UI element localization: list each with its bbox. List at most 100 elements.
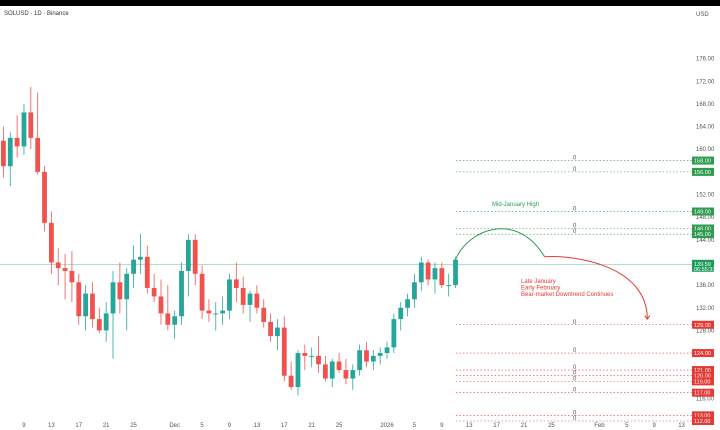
candle-body xyxy=(48,222,54,263)
price-tag xyxy=(692,224,714,233)
current-price-tag xyxy=(692,259,714,272)
level-marker: 0 xyxy=(573,229,577,235)
level-marker: 0 xyxy=(573,371,577,377)
price-tick: 128.00 xyxy=(696,328,715,334)
candle-body xyxy=(309,355,315,357)
candle-body xyxy=(158,296,164,314)
candle-body xyxy=(247,293,253,305)
annotation-low-line: Late January xyxy=(521,279,556,285)
candle-body xyxy=(261,307,267,322)
level-marker: 0 xyxy=(573,156,577,162)
candle-body xyxy=(275,327,280,337)
price-tag-value: 117.00 xyxy=(694,391,710,397)
price-tag xyxy=(692,366,714,375)
time-tick: 25 xyxy=(336,423,343,429)
price-tag xyxy=(692,349,714,358)
candles xyxy=(1,86,458,396)
price-tag-value: 145.00 xyxy=(694,232,711,238)
candle-body xyxy=(220,310,226,314)
candle-body xyxy=(83,293,89,317)
price-tick: 144.00 xyxy=(696,238,715,244)
candle-body xyxy=(254,293,260,308)
time-tick: 13 xyxy=(48,423,55,429)
candle-body xyxy=(90,293,95,320)
time-tick: 21 xyxy=(521,423,528,429)
price-tag-value: 121.00 xyxy=(694,368,711,374)
time-tick: 9 xyxy=(440,423,444,429)
candle-body xyxy=(418,262,424,283)
time-tick: 9 xyxy=(228,423,232,429)
time-tick: 13 xyxy=(678,423,685,429)
candle-body xyxy=(138,256,143,260)
candle-body xyxy=(69,270,75,283)
candle-body xyxy=(425,262,431,280)
candle-body xyxy=(206,310,212,314)
time-tick: Dec xyxy=(169,423,180,429)
candle-body xyxy=(179,270,184,317)
candle-body xyxy=(14,137,20,147)
price-axis[interactable]: USD 176.00 172.00 168.00 164.00 160.00 156.00 1… xyxy=(692,12,715,425)
countdown-value: 06:55:33 xyxy=(694,267,715,273)
time-tick: 21 xyxy=(103,423,110,429)
price-tag-value: 149.00 xyxy=(694,210,711,216)
candle-body xyxy=(322,364,328,379)
candle-body xyxy=(151,287,157,297)
currency-label: USD xyxy=(696,12,709,18)
candle-body xyxy=(165,313,171,325)
candle-body xyxy=(144,256,150,288)
candle-body xyxy=(343,370,349,379)
level-marker: 0 xyxy=(573,365,577,371)
candle-body xyxy=(233,279,239,288)
candle-body xyxy=(439,268,445,286)
candle-body xyxy=(446,285,452,287)
projection-arrow-head xyxy=(644,315,651,320)
level-marker: 0 xyxy=(573,320,577,326)
candle-body xyxy=(453,259,458,286)
time-axis[interactable]: 9 13 17 21 25 Dec 5 9 13 17 21 25 2026 5 9 13 17 21 25 Feb 5… xyxy=(22,423,685,429)
price-tag xyxy=(692,417,714,425)
candle-body xyxy=(1,140,6,167)
price-tick: 172.00 xyxy=(696,79,715,85)
candle-body xyxy=(213,313,219,315)
candle-body xyxy=(384,347,390,354)
candle-body xyxy=(110,282,116,314)
price-tag-value: 112.00 xyxy=(694,419,710,425)
time-tick: 21 xyxy=(308,423,315,429)
time-tick: 25 xyxy=(130,423,137,429)
time-tick: Feb xyxy=(594,423,605,429)
price-tick: 160.00 xyxy=(696,147,715,153)
annotation-low-line: Bear-market Downtrend Continues xyxy=(521,292,613,298)
candle-body xyxy=(432,268,438,280)
price-tick: 152.00 xyxy=(696,193,715,199)
candle-body xyxy=(295,353,301,388)
candle-body xyxy=(21,112,27,147)
price-tag-value: 120.00 xyxy=(694,374,711,380)
price-tag-value: 119.00 xyxy=(694,379,710,385)
candle-body xyxy=(240,287,246,305)
candle-body xyxy=(117,282,123,300)
current-price-value: 139.59 xyxy=(694,262,711,268)
candle-body xyxy=(55,262,61,269)
level-marker: 0 xyxy=(573,207,577,213)
candle-body xyxy=(42,171,47,223)
price-tick: 132.00 xyxy=(696,306,715,312)
candle-body xyxy=(28,112,34,138)
price-tag xyxy=(692,377,714,386)
candle-body xyxy=(281,327,287,376)
candle-body xyxy=(357,350,363,371)
candle-body xyxy=(185,239,191,271)
time-tick: 5 xyxy=(200,423,204,429)
level-marker: 0 xyxy=(573,388,577,394)
candle-body xyxy=(35,137,41,172)
price-tick: 136.00 xyxy=(696,283,715,289)
time-tick: 5 xyxy=(413,423,417,429)
annotation-high: Mid-January High xyxy=(492,202,539,208)
price-tick: 164.00 xyxy=(696,125,715,131)
candle-body xyxy=(96,319,102,331)
price-tag-value: 129.00 xyxy=(694,323,711,329)
candle-body xyxy=(192,239,198,274)
time-tick: 13 xyxy=(254,423,261,429)
candle-body xyxy=(62,268,68,271)
